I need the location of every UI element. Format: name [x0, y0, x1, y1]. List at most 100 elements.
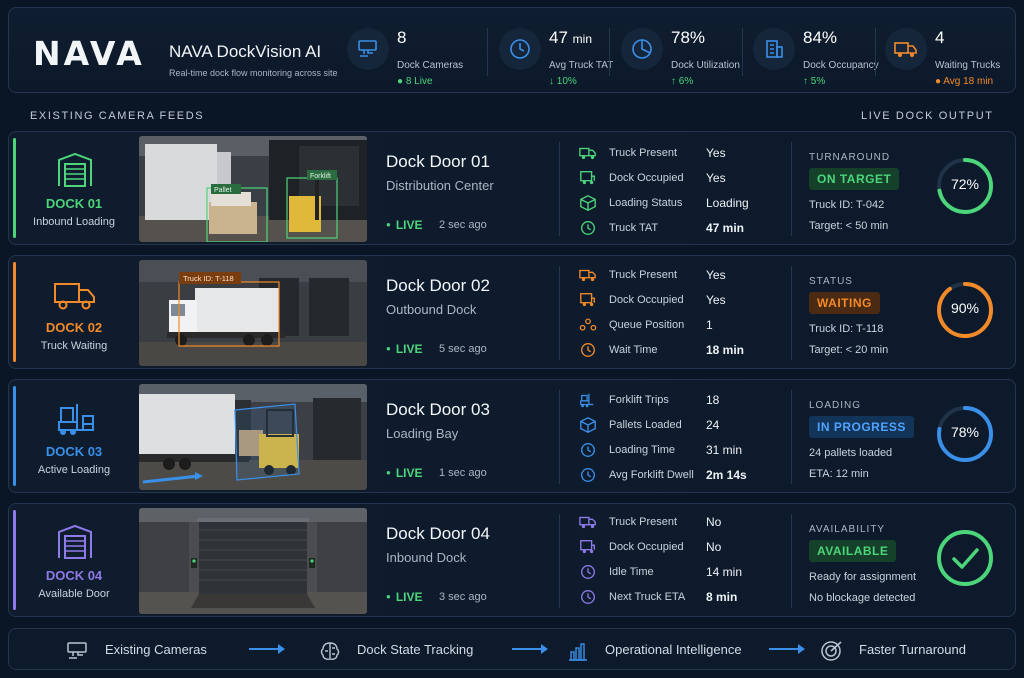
metric-label: Truck Present: [609, 147, 678, 159]
metric-label: Forklift Trips: [609, 394, 669, 406]
clock-icon: [581, 221, 595, 235]
metric-row: Wait Time 18 min: [579, 341, 799, 361]
building-icon: [753, 28, 795, 70]
progress-ring: [937, 406, 993, 462]
truck-icon: [54, 283, 95, 310]
truck-icon: [579, 147, 596, 160]
arrow-right-icon: [769, 644, 805, 654]
metric-label: Idle Time: [609, 566, 654, 578]
forklift-icon: [580, 393, 594, 408]
metric-value: Yes: [706, 171, 726, 185]
metric-value: 2m 14s: [706, 468, 747, 482]
arrow-right-icon: [249, 644, 285, 654]
stat-sub: ↓ 10%: [549, 76, 577, 87]
metric-row: Next Truck ETA 8 min: [579, 588, 799, 608]
arrow-right-icon: [512, 644, 548, 654]
status-badge: IN PROGRESS: [809, 416, 914, 438]
camera-feed[interactable]: [139, 508, 367, 614]
dock-row-02[interactable]: DOCK 02 Truck Waiting Truck ID: T-118 Do…: [8, 255, 1016, 369]
metric-row: Truck Present No: [579, 513, 799, 533]
clock-icon: [581, 343, 595, 357]
status-info: Truck ID: T-042: [809, 199, 885, 211]
pipeline-footer: Existing Cameras Dock State Tracking Ope…: [8, 628, 1016, 670]
metric-value: 14 min: [706, 565, 743, 579]
metric-label: Dock Occupied: [609, 541, 684, 553]
metric-value: 18: [706, 393, 720, 407]
door-title: Dock Door 02: [386, 276, 490, 295]
dock-icon: [580, 171, 595, 185]
dock-row-03[interactable]: DOCK 03 Active Loading Dock Door 03 Load…: [8, 379, 1016, 493]
live-indicator: LIVE: [386, 466, 423, 480]
metric-value: Loading: [706, 196, 749, 210]
metric-value: No: [706, 515, 722, 529]
status-badge: WAITING: [809, 292, 880, 314]
metric-label: Truck Present: [609, 269, 678, 281]
status-caption: AVAILABILITY: [809, 524, 886, 535]
stat-unit: min: [572, 32, 592, 46]
dock-name: DOCK 04: [45, 568, 103, 583]
target-icon: [821, 641, 842, 661]
pie-chart-icon: [621, 28, 663, 70]
door-location: Outbound Dock: [386, 302, 477, 317]
stat-label: Dock Cameras: [397, 60, 464, 71]
stat-sub: ● Avg 18 min: [935, 76, 994, 87]
truck-icon: [885, 28, 927, 70]
metric-label: Pallets Loaded: [609, 419, 682, 431]
metric-value: 18 min: [706, 343, 745, 357]
metric-row: Queue Position 1: [579, 316, 799, 336]
dock-state: Inbound Loading: [33, 216, 115, 228]
nava-logo: NAVA: [33, 34, 145, 73]
app-title: NAVA DockVision AI: [169, 42, 322, 61]
dock-row-04[interactable]: DOCK 04 Available Door Dock Door 04 Inbo…: [8, 503, 1016, 617]
live-indicator: LIVE: [386, 342, 423, 356]
status-info: Truck ID: T-118: [809, 323, 884, 335]
status-target: Target: < 20 min: [809, 344, 889, 356]
metric-row: Loading Status Loading: [579, 194, 799, 214]
footer-label: Dock State Tracking: [357, 642, 474, 657]
live-indicator: LIVE: [386, 218, 423, 232]
metric-value: 1: [706, 318, 713, 332]
dock-icon: [580, 540, 595, 554]
dock-icon: [580, 293, 595, 307]
truck-icon: [579, 516, 596, 529]
status-target: Target: < 50 min: [809, 220, 889, 232]
metric-label: Dock Occupied: [609, 294, 684, 306]
dock-row-01[interactable]: DOCK 01 Inbound Loading Pallet Forklift …: [8, 131, 1016, 245]
last-update: 1 sec ago: [439, 467, 487, 479]
camera-feed[interactable]: Truck ID: T-118: [139, 260, 367, 366]
status-badge: ON TARGET: [809, 168, 900, 190]
clock-icon: [581, 590, 595, 604]
stat-label: Dock Occupancy: [803, 60, 879, 71]
status-info: 24 pallets loaded: [809, 447, 893, 459]
stat-value: 4: [935, 28, 945, 47]
status-caption: LOADING: [809, 400, 862, 411]
metric-label: Queue Position: [609, 319, 685, 331]
status-target: No blockage detected: [809, 592, 916, 604]
camera-feed[interactable]: [139, 384, 367, 490]
progress-ring: [937, 282, 993, 338]
metric-value: 31 min: [706, 443, 743, 457]
bar-chart-icon: [569, 643, 587, 661]
metric-row: Truck Present Yes: [579, 266, 799, 286]
progress-percent: 72%: [950, 176, 980, 192]
clock-icon: [581, 565, 595, 579]
camera-feed[interactable]: Pallet Forklift: [139, 136, 367, 242]
metric-row: Dock Occupied Yes: [579, 169, 799, 189]
stat-label: Waiting Trucks: [935, 60, 1001, 71]
dock-name: DOCK 03: [45, 444, 103, 459]
stat-label: Dock Utilization: [671, 60, 740, 71]
dock-state: Available Door: [38, 588, 110, 600]
app-subtitle: Real-time dock flow monitoring across si…: [169, 68, 338, 78]
status-caption: STATUS: [809, 276, 853, 287]
stat-sub: ↑ 6%: [671, 76, 694, 87]
forklift-icon: [58, 404, 94, 435]
camera-icon: [67, 642, 87, 659]
metric-label: Dock Occupied: [609, 172, 684, 184]
status-caption: TURNAROUND: [809, 152, 891, 163]
metric-row: Dock Occupied Yes: [579, 291, 799, 311]
metric-label: Truck TAT: [609, 222, 659, 234]
dock-name: DOCK 01: [45, 196, 103, 211]
progress-percent: 78%: [950, 424, 980, 440]
header-bar: NAVA NAVA DockVision AI Real-time dock f…: [8, 7, 1016, 93]
footer-label: Operational Intelligence: [605, 642, 742, 657]
